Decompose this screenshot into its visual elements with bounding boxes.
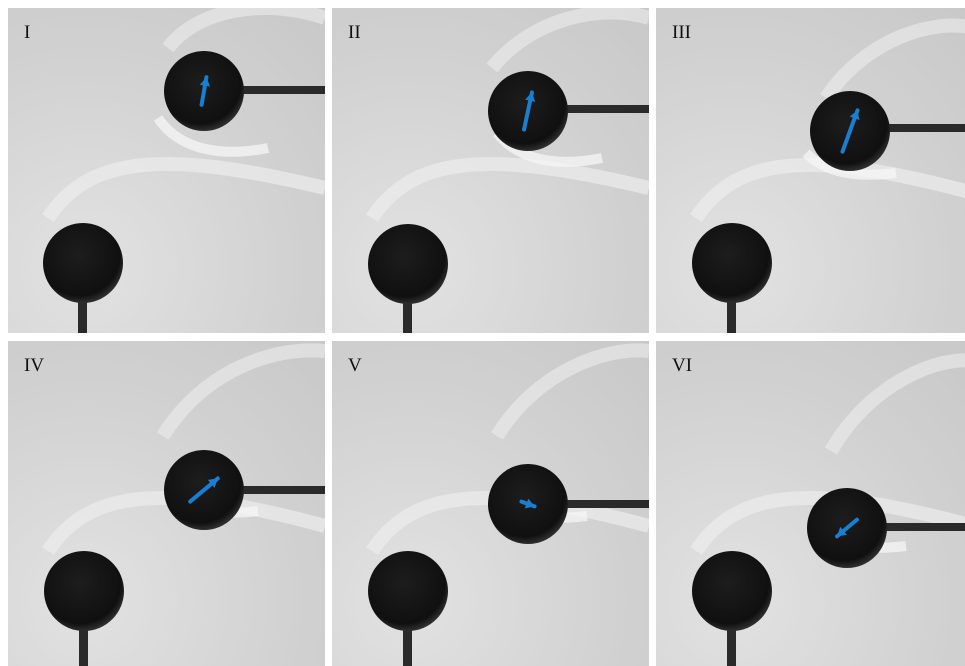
arrow-icon [519,498,537,509]
panel-label: III [672,22,691,43]
panel-5: V [332,341,649,666]
arrow-icon [199,75,211,107]
arrow-icon [840,108,860,154]
arrow-head [207,478,218,488]
panel-3-image [656,8,965,333]
arrow-icon [835,517,859,539]
panel-6: VI [656,341,965,666]
panel-5-image [332,341,649,666]
panel-label: I [24,22,31,43]
arrow-head [525,92,536,102]
panel-2: II [332,8,649,333]
panel-3: III [656,8,965,333]
panel-1-image [8,8,325,333]
panel-label: VI [672,355,693,376]
panel-2-image [332,8,649,333]
arrow-head [849,110,860,121]
panel-1: I [8,8,325,333]
arrow-head [199,77,211,87]
panel-6-image [656,341,965,666]
arrow-head [524,498,535,509]
arrow-icon [188,476,220,504]
panel-label: II [348,22,361,43]
panel-4: IV [8,341,325,666]
panel-label: V [348,355,362,376]
panel-label: IV [24,355,45,376]
arrow-icon [522,90,536,132]
arrow-head [837,526,847,537]
panel-4-image [8,341,325,666]
